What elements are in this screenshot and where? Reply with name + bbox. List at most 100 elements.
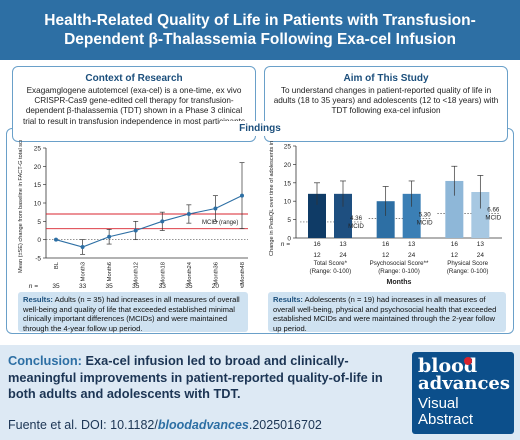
aim-title: Aim of This Study <box>343 73 429 84</box>
data-point <box>160 219 165 224</box>
bar <box>471 192 490 238</box>
blood-advances-logo: blood advances Visual Abstract <box>412 352 514 434</box>
x-tick-label: Month24 <box>187 261 193 284</box>
mcid-value: 5.30 <box>419 211 432 218</box>
results-adults-label: Results: <box>23 295 53 304</box>
conclusion: Conclusion: Exa-cel infusion led to broa… <box>8 353 388 403</box>
x-tick-label: Month3 <box>81 262 87 281</box>
data-point <box>186 212 191 216</box>
n-label: n = <box>29 283 38 290</box>
y-tick-label: 5 <box>37 219 41 226</box>
citation-prefix: Fuente et al. DOI: 10.1182/ <box>8 418 158 432</box>
bar <box>376 201 395 238</box>
n-value: 35 <box>52 283 60 290</box>
citation-suffix: .2025016702 <box>248 418 322 432</box>
aim-panel: Aim of This Study To understand changes … <box>264 66 508 142</box>
logo-dot <box>464 357 472 365</box>
context-text: Exagamglogene autotemcel (exa-cel) is a … <box>22 86 246 126</box>
adolescent-pedsql-chart: 0 5 10 15 20 25 Change in PedsQL over time of … <box>269 140 502 286</box>
logo-line-4: Abstract <box>418 411 474 428</box>
x-tick-label: Month36 <box>213 262 219 285</box>
x-tick-label: Month12 <box>134 262 140 285</box>
x-tick-label: Month6 <box>107 262 113 281</box>
series-line <box>55 195 243 248</box>
x-tick-label: 24 <box>408 252 416 259</box>
x-tick-label: 12 <box>313 252 321 259</box>
y-tick-label: 25 <box>34 146 42 153</box>
x-tick-label: Month48 <box>240 262 246 285</box>
conclusion-text: Exa-cel infusion led to broad and clinic… <box>8 353 383 401</box>
data-point <box>54 237 58 242</box>
mcid-value: 6.66 <box>487 206 500 213</box>
y-tick-label: 0 <box>287 236 291 243</box>
n-label: n = <box>281 241 290 248</box>
mcid-value: 4.36 <box>350 215 363 222</box>
title-line-1: Health-Related Quality of Life in Patien… <box>44 12 476 29</box>
y-axis-label: Mean (±SE) change from baseline in FACT-… <box>18 140 24 273</box>
results-adults: Results: Adults (n = 35) had increases i… <box>18 292 248 333</box>
conclusion-label: Conclusion: <box>8 353 82 368</box>
n-value: 20 <box>212 283 220 290</box>
context-title: Context of Research <box>85 73 183 84</box>
x-tick-label: 24 <box>477 252 485 259</box>
y-tick-label: 10 <box>34 201 42 208</box>
x-tick-label: BL <box>54 261 60 269</box>
y-tick-label: 10 <box>284 199 292 206</box>
n-value: 35 <box>132 283 140 290</box>
n-value: 13 <box>408 241 416 248</box>
n-value: 33 <box>79 283 87 290</box>
x-tick-label: 24 <box>339 252 347 259</box>
aim-text: To understand changes in patient-reporte… <box>273 86 499 116</box>
y-tick-label: 5 <box>287 217 291 224</box>
y-tick-label: 15 <box>284 180 292 187</box>
results-adolescents: Results: Adolescents (n = 19) had increa… <box>268 292 506 333</box>
group-name: Psychosocial Score** <box>370 260 429 267</box>
data-point <box>107 234 112 239</box>
title-banner: Health-Related Quality of Life in Patien… <box>0 0 520 60</box>
n-value: 16 <box>382 241 390 248</box>
mcid-label: MCID <box>417 219 433 226</box>
citation: Fuente et al. DOI: 10.1182/bloodadvances… <box>8 418 322 432</box>
y-tick-label: 20 <box>34 164 42 171</box>
y-tick-label: 20 <box>284 162 292 169</box>
results-adolescents-text: Adolescents (n = 19) had increases in al… <box>273 295 497 333</box>
n-value: 16 <box>451 241 459 248</box>
x-tick-label: 12 <box>382 252 390 259</box>
y-axis-label: Change in PedsQL over time of adolescent… <box>269 140 275 256</box>
results-adults-text: Adults (n = 35) had increases in all mea… <box>23 295 240 333</box>
x-axis-label: Months <box>387 279 412 286</box>
results-adolescents-label: Results: <box>273 295 303 304</box>
group-range: (Range: 0-100) <box>378 268 420 275</box>
group-name: Physical Score <box>447 260 488 267</box>
logo-line-2: advances <box>418 373 511 394</box>
data-point <box>213 206 218 211</box>
n-value: 16 <box>313 241 321 248</box>
logo-line-3: Visual <box>418 395 459 412</box>
data-point <box>133 228 138 233</box>
group-range: (Range: 0-100) <box>310 268 352 275</box>
x-tick-label: 12 <box>451 252 459 259</box>
adult-fact-g-chart: -5 0 5 10 15 20 25 Mean (±SE) change from basel… <box>18 140 248 290</box>
citation-journal: bloodadvances <box>157 418 249 432</box>
data-point <box>240 193 244 198</box>
n-value: 35 <box>106 283 114 290</box>
bar <box>445 180 464 238</box>
logo-line-1: blood <box>418 355 478 377</box>
n-value: 33 <box>159 283 167 290</box>
y-tick-label: 0 <box>37 237 41 244</box>
n-value: 13 <box>339 241 347 248</box>
mcid-label: MCID <box>485 214 501 221</box>
n-value: 13 <box>477 241 485 248</box>
mcid-label: MCID <box>348 223 364 230</box>
n-value: 9 <box>240 283 244 290</box>
mcid-label: MCID (range) <box>202 220 238 226</box>
group-name: Total Score* <box>314 260 348 267</box>
y-tick-label: -5 <box>35 256 41 263</box>
y-tick-label: 25 <box>284 144 292 151</box>
y-tick-label: 15 <box>34 182 42 189</box>
bar <box>308 193 326 238</box>
bar <box>402 193 421 238</box>
x-tick-label: Month18 <box>160 262 166 285</box>
data-point <box>80 245 85 249</box>
